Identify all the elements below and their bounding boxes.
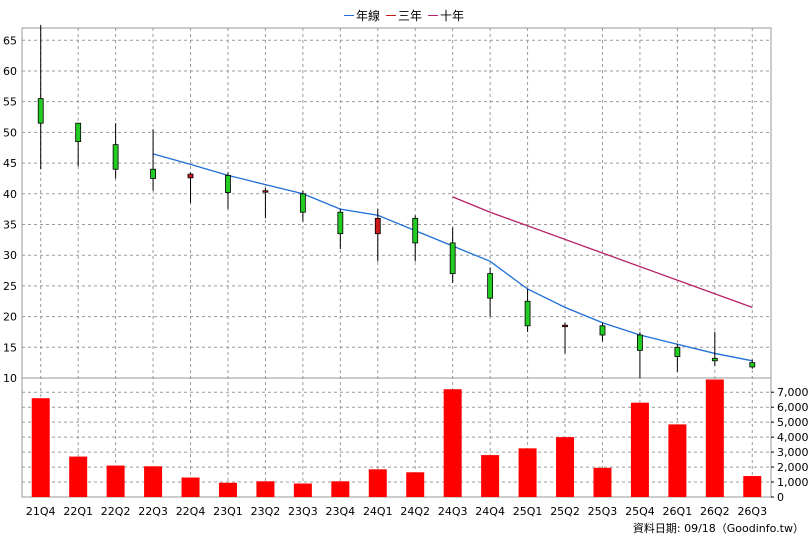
x-tick-label: 23Q4 bbox=[325, 505, 355, 518]
candle-body bbox=[449, 242, 456, 275]
x-tick-label: 25Q4 bbox=[625, 505, 655, 518]
price-tick-label: 40 bbox=[3, 188, 17, 201]
x-tick-label: 26Q2 bbox=[700, 505, 730, 518]
price-tick-label: 60 bbox=[3, 65, 17, 78]
volume-bar bbox=[743, 476, 762, 497]
volume-bar bbox=[443, 389, 462, 497]
x-tick-label: 24Q3 bbox=[438, 505, 468, 518]
candle-body bbox=[674, 346, 681, 357]
price-tick-label: 20 bbox=[3, 311, 17, 324]
price-tick-label: 35 bbox=[3, 218, 17, 231]
chart-legend: 年線 三年 十年 bbox=[0, 5, 808, 24]
candle-body bbox=[374, 217, 381, 235]
price-tick-label: 30 bbox=[3, 249, 17, 262]
candle-body bbox=[37, 98, 44, 124]
volume-bar bbox=[406, 472, 425, 497]
price-tick-label: 25 bbox=[3, 280, 17, 293]
legend-label: 十年 bbox=[440, 9, 465, 23]
candle-body bbox=[637, 334, 643, 351]
candle-body bbox=[187, 173, 194, 179]
candle-body bbox=[337, 211, 344, 235]
volume-bar bbox=[181, 477, 200, 497]
candle-body bbox=[599, 325, 606, 336]
price-tick-label: 10 bbox=[3, 372, 17, 385]
volume-tick-label: 5,000 bbox=[777, 416, 808, 429]
legend-label: 年線 bbox=[355, 9, 380, 23]
volume-tick-label: 6,000 bbox=[777, 401, 808, 414]
x-tick-label: 21Q4 bbox=[26, 505, 56, 518]
volume-bar bbox=[293, 483, 312, 497]
candle-body bbox=[75, 122, 82, 142]
x-tick-label: 22Q4 bbox=[176, 505, 206, 518]
x-tick-label: 22Q1 bbox=[63, 505, 93, 518]
candle-body bbox=[412, 217, 419, 244]
x-tick-label: 26Q1 bbox=[663, 505, 693, 518]
volume-tick-label: 4,000 bbox=[777, 431, 808, 444]
legend-swatch bbox=[428, 15, 438, 16]
candle-body bbox=[711, 357, 718, 362]
volume-bar bbox=[69, 456, 88, 497]
x-tick-label: 25Q2 bbox=[550, 505, 580, 518]
candle-body bbox=[225, 174, 231, 193]
x-tick-label: 25Q1 bbox=[513, 505, 543, 518]
x-tick-label: 24Q4 bbox=[475, 505, 505, 518]
volume-bar bbox=[481, 455, 500, 497]
volume-bar bbox=[31, 398, 50, 497]
price-tick-label: 55 bbox=[3, 96, 17, 109]
candle-body bbox=[299, 193, 306, 213]
x-tick-label: 25Q3 bbox=[588, 505, 618, 518]
candle-body bbox=[150, 168, 156, 179]
x-tick-label: 23Q3 bbox=[288, 505, 318, 518]
legend-swatch bbox=[343, 15, 354, 16]
price-tick-label: 45 bbox=[3, 157, 17, 170]
volume-bar bbox=[705, 379, 724, 497]
volume-tick-label: 2,000 bbox=[777, 461, 808, 474]
candle-body bbox=[112, 144, 119, 170]
volume-bar bbox=[556, 437, 575, 497]
price-tick-label: 65 bbox=[3, 34, 17, 47]
data-date-footer: 資料日期: 09/18（Goodinfo.tw） bbox=[632, 522, 804, 535]
volume-bar bbox=[368, 469, 387, 497]
candle-body bbox=[487, 273, 494, 299]
volume-tick-label: 3,000 bbox=[777, 446, 808, 459]
candle-body bbox=[749, 362, 756, 368]
volume-tick-label: 7,000 bbox=[777, 386, 808, 399]
x-tick-label: 23Q2 bbox=[251, 505, 281, 518]
volume-bar bbox=[593, 467, 612, 497]
plot-frame bbox=[21, 27, 772, 498]
price-tick-label: 15 bbox=[3, 341, 17, 354]
legend-label: 三年 bbox=[397, 9, 422, 23]
volume-bar bbox=[331, 481, 350, 497]
candle-body bbox=[562, 324, 568, 328]
candle-body bbox=[524, 300, 531, 327]
volume-tick-label: 1,000 bbox=[777, 476, 808, 489]
volume-bar bbox=[144, 466, 163, 497]
x-tick-label: 22Q3 bbox=[138, 505, 168, 518]
x-tick-label: 22Q2 bbox=[101, 505, 131, 518]
x-tick-label: 26Q3 bbox=[737, 505, 767, 518]
volume-bar bbox=[518, 448, 537, 497]
price-tick-label: 50 bbox=[3, 126, 17, 139]
legend-swatch bbox=[385, 15, 396, 16]
candle-body bbox=[262, 190, 269, 193]
x-tick-label: 24Q2 bbox=[400, 505, 430, 518]
volume-tick-label: 0 bbox=[777, 491, 784, 504]
volume-bar bbox=[256, 481, 275, 497]
legend-item: 年線 bbox=[343, 7, 380, 24]
volume-bar bbox=[106, 465, 125, 497]
x-tick-label: 24Q1 bbox=[363, 505, 393, 518]
legend-item: 十年 bbox=[428, 7, 464, 24]
ma-line bbox=[452, 196, 753, 308]
volume-bar bbox=[630, 402, 649, 497]
volume-bar bbox=[218, 482, 237, 497]
volume-bar bbox=[668, 424, 687, 497]
x-tick-label: 23Q1 bbox=[213, 505, 243, 518]
legend-item: 三年 bbox=[385, 7, 422, 24]
